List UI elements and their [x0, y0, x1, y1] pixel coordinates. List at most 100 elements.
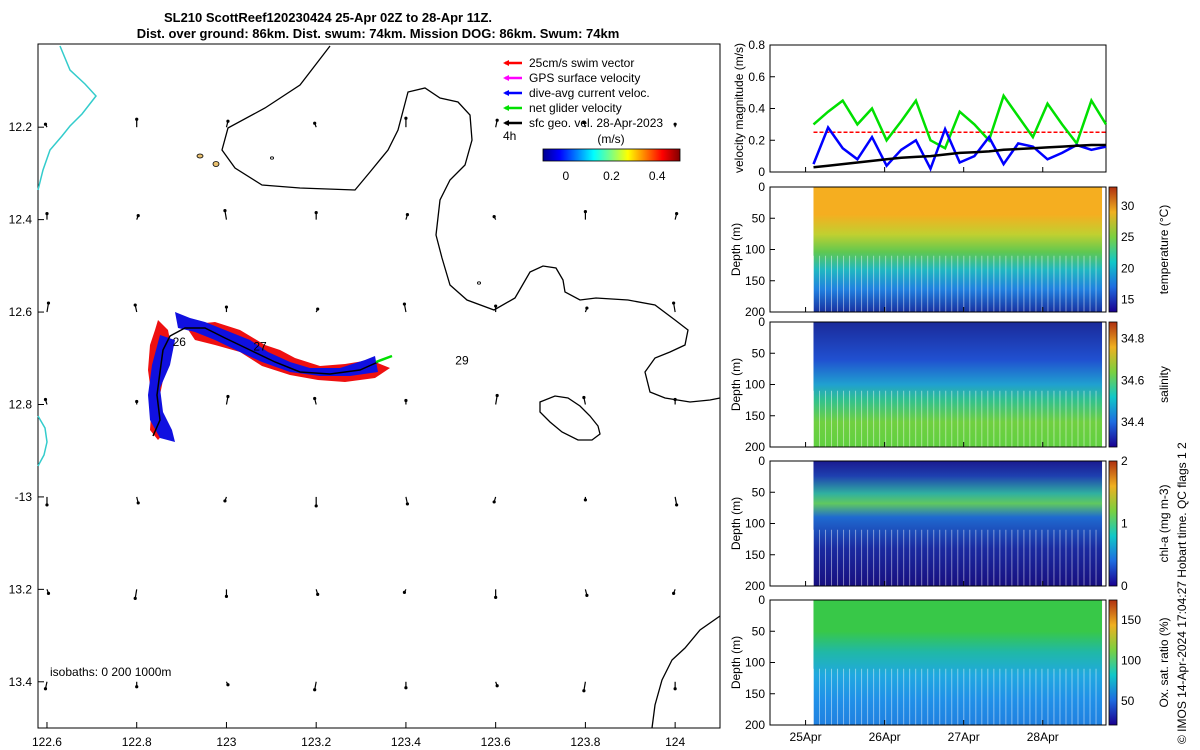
- geo-velocity-arrow-head: [404, 116, 408, 120]
- geo-velocity-arrow-head: [226, 394, 230, 399]
- day-label: 29: [455, 354, 469, 368]
- geo-velocity-arrow-head: [582, 120, 586, 124]
- map-colorbar: (m/s) 0 0.2 0.4: [542, 132, 681, 183]
- profile-colorbar-tick: 1: [1121, 517, 1128, 531]
- geo-velocity-arrow-head: [135, 685, 139, 689]
- profile-panel-salinity: 0 50 100 150 200 Depth (m) 34.4 34.6 34.8 salinit…: [729, 315, 1171, 454]
- isobaths-label: isobaths: 0 200 1000m: [50, 665, 171, 679]
- velocity-series-line: [812, 93, 1108, 150]
- profile-panel-oxygen: 0 50 100 150 200 Depth (m) 50 100 150 Ox. sat. ra…: [729, 593, 1171, 732]
- profile-field: [813, 187, 1103, 312]
- velocity-ytick-label: 0.2: [748, 133, 765, 147]
- profile-ytick-label: 150: [745, 548, 765, 562]
- geo-velocity-arrow-head: [582, 689, 586, 693]
- geo-velocity-arrow-head: [226, 683, 230, 687]
- small-reef: [196, 153, 204, 159]
- profile-ylabel: Depth (m): [729, 358, 743, 411]
- geo-velocity-arrow-head: [313, 396, 317, 401]
- small-reef: [476, 281, 481, 285]
- geo-velocity-arrow-head: [405, 502, 410, 506]
- legend-entry: 25cm/s swim vector: [529, 56, 634, 70]
- profile-colorbar-tick: 100: [1121, 653, 1141, 667]
- geo-velocity-arrow-head: [673, 687, 677, 691]
- shelf-contour-south: [37, 415, 48, 467]
- geo-velocity-arrow-head: [45, 503, 49, 507]
- colorbar-tick: 0.4: [649, 169, 666, 183]
- legend-swatch-head: [503, 90, 509, 96]
- map-xtick-label: 123: [216, 735, 236, 749]
- legend-swatch-head: [503, 105, 509, 111]
- profile-ylabel: Depth (m): [729, 223, 743, 276]
- geo-velocity-arrow-head: [223, 499, 227, 503]
- map-ytick-label: 12.2: [9, 120, 33, 134]
- geo-velocity-arrow-head: [585, 593, 589, 597]
- geo-velocity-arrow-head: [585, 306, 589, 310]
- profile-colorbar-label: salinity: [1157, 366, 1171, 403]
- legend-swatch-head: [503, 60, 509, 66]
- velocity-ytick-label: 0.4: [748, 102, 765, 116]
- dive-avg-current-band: [148, 335, 175, 442]
- geo-velocity-arrow-head: [492, 500, 496, 504]
- profile-ytick-label: 100: [745, 243, 765, 257]
- geo-velocity-arrow-head: [492, 215, 496, 219]
- glider-track: [152, 327, 379, 437]
- profile-field: [813, 600, 1103, 725]
- geo-velocity-arrow-head: [316, 307, 320, 311]
- colorbar-label: (m/s): [597, 132, 624, 146]
- profile-colorbar-tick: 2: [1121, 454, 1128, 468]
- small-reef: [269, 156, 274, 160]
- profile-colorbar: [1108, 460, 1118, 587]
- legend-entry: net glider velocity: [529, 101, 622, 115]
- profile-colorbar-label: temperature (°C): [1157, 205, 1171, 295]
- geo-velocity-arrow-head: [136, 214, 140, 218]
- velocity-series-line: [813, 143, 1106, 169]
- geo-velocity-arrow-head: [43, 687, 48, 691]
- geo-velocity-arrow-head: [583, 498, 587, 502]
- geo-velocity-arrow-head: [223, 209, 227, 213]
- profile-ytick-label: 150: [745, 409, 765, 423]
- legend-entry: GPS surface velocity: [529, 71, 640, 85]
- geo-velocity-arrow-head: [45, 212, 49, 216]
- small-reef: [212, 161, 220, 167]
- velocity-frame: [769, 44, 1107, 173]
- shelf-contour-north: [37, 45, 97, 191]
- map-xtick-label: 123.2: [301, 735, 331, 749]
- profile-colorbar-tick: 50: [1121, 694, 1135, 708]
- colorbar-tick: 0: [562, 169, 569, 183]
- time-axis: 25Apr 26Apr 27Apr 28Apr: [790, 730, 1059, 744]
- colorbar-tick: 0.2: [603, 169, 620, 183]
- geo-velocity-arrow-head: [43, 397, 48, 402]
- velocity-panel: 0 0.2 0.4 0.6 0.8 velocity magnitude (m/s): [732, 38, 1108, 179]
- profile-ytick-label: 200: [745, 579, 765, 593]
- profile-ytick-label: 0: [758, 454, 765, 468]
- reef-outline-north: [221, 45, 721, 403]
- profile-colorbar-tick: 150: [1121, 613, 1141, 627]
- profile-ytick-label: 100: [745, 656, 765, 670]
- geo-velocity-arrow-head: [402, 302, 407, 306]
- map-frame: [37, 43, 721, 729]
- map-ytick-label: 13.4: [9, 675, 33, 689]
- profile-colorbar-tick: 30: [1121, 199, 1135, 213]
- geo-velocity-arrow-head: [135, 399, 139, 404]
- legend-swatch-head: [503, 120, 509, 126]
- map-ytick-label: 12.8: [9, 397, 33, 411]
- map-ytick-label: 13.2: [9, 582, 33, 596]
- geo-velocity-arrow-head: [226, 119, 230, 123]
- velocity-ytick-label: 0: [758, 165, 765, 179]
- profile-ytick-label: 50: [752, 485, 766, 499]
- geo-velocity-arrow-head: [314, 211, 318, 215]
- map-xtick-label: 122.6: [32, 735, 62, 749]
- profile-ytick-label: 50: [752, 624, 766, 638]
- net-glider-velocity-tip: [375, 354, 393, 364]
- profile-colorbar: [1108, 186, 1118, 313]
- geo-velocity-arrow-head: [135, 117, 139, 121]
- profile-colorbar: [1108, 321, 1118, 448]
- geo-velocity-arrow-head: [136, 501, 140, 505]
- time-tick-label: 25Apr: [790, 730, 822, 744]
- geo-velocity-arrow-head: [402, 590, 407, 594]
- map-ytick-label: 12.6: [9, 305, 33, 319]
- profile-ytick-label: 0: [758, 593, 765, 607]
